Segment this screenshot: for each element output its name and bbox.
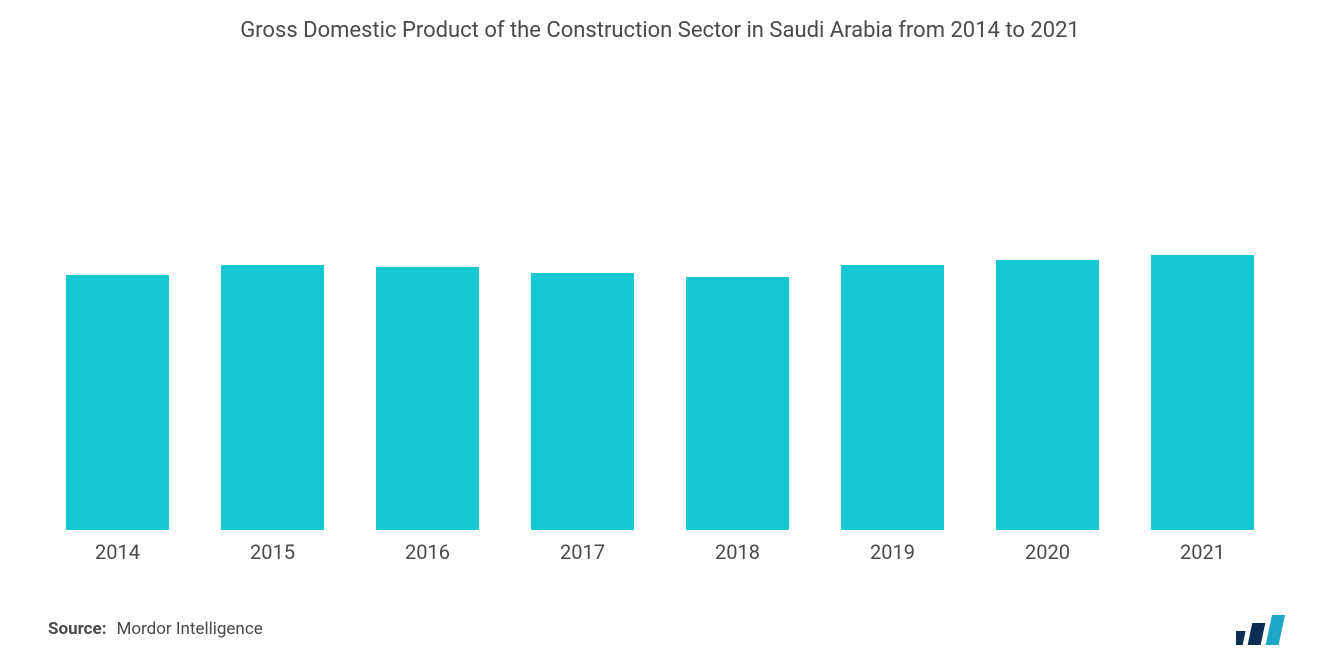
bar-slot: [970, 90, 1125, 530]
x-axis-labels: 20142015201620172018201920202021: [40, 540, 1280, 564]
bar-slot: [40, 90, 195, 530]
x-label: 2020: [970, 540, 1125, 564]
bar: [66, 275, 168, 530]
x-label: 2015: [195, 540, 350, 564]
bar: [686, 277, 788, 530]
bar: [1151, 255, 1253, 530]
bar-plot-area: [40, 90, 1280, 530]
source-attribution: Source: Mordor Intelligence: [48, 619, 263, 639]
bar-slot: [660, 90, 815, 530]
bar-slot: [815, 90, 970, 530]
x-label: 2014: [40, 540, 195, 564]
bar: [531, 273, 633, 530]
bar: [221, 265, 323, 530]
bar: [996, 260, 1098, 530]
bar-slot: [1125, 90, 1280, 530]
bar: [376, 267, 478, 530]
bar-slot: [350, 90, 505, 530]
chart-canvas: Gross Domestic Product of the Constructi…: [0, 0, 1320, 665]
x-label: 2021: [1125, 540, 1280, 564]
bar: [841, 265, 943, 530]
x-label: 2017: [505, 540, 660, 564]
source-text: Mordor Intelligence: [116, 619, 262, 639]
source-label: Source:: [48, 619, 106, 639]
x-label: 2016: [350, 540, 505, 564]
bar-slot: [195, 90, 350, 530]
x-label: 2019: [815, 540, 970, 564]
chart-title: Gross Domestic Product of the Constructi…: [0, 18, 1320, 43]
brand-logo-icon: [1236, 615, 1290, 645]
bar-slot: [505, 90, 660, 530]
x-label: 2018: [660, 540, 815, 564]
